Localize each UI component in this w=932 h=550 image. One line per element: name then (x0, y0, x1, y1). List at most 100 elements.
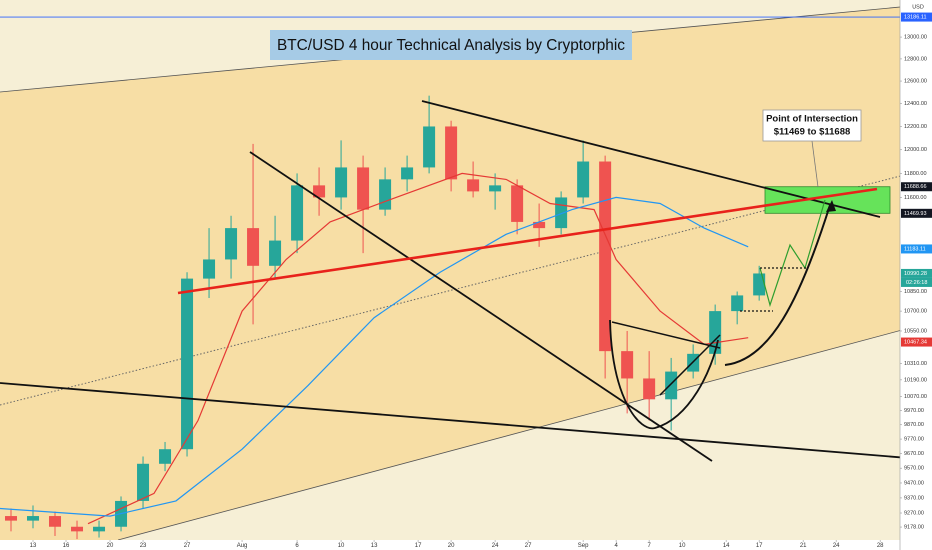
x-tick-label: Aug (237, 543, 248, 549)
channel-fill (0, 4, 932, 540)
candle-body (49, 516, 62, 527)
x-tick-label: 13 (371, 543, 378, 549)
price-label-box (901, 208, 932, 218)
candle-body (357, 167, 370, 210)
x-tick-label: 20 (107, 543, 114, 549)
projection-curve (724, 204, 831, 366)
candle-body (665, 371, 678, 400)
candle-body (401, 167, 414, 180)
annotation-text: Point of Intersection (766, 114, 858, 125)
candle-body (753, 273, 766, 296)
resistance-line (421, 100, 881, 218)
y-tick-label: 12400.00 (904, 101, 927, 107)
x-tick-label: 28 (877, 543, 884, 549)
x-tick-label: 10 (338, 543, 345, 549)
candle-body (423, 126, 436, 168)
price-label-box (901, 182, 932, 192)
y-tick-label: 12600.00 (904, 79, 927, 85)
y-tick-label: 9570.00 (904, 466, 924, 472)
x-tick-label: 27 (525, 543, 532, 549)
projection-path (759, 199, 826, 308)
x-tick-label: 27 (184, 543, 191, 549)
y-tick-label: 12200.00 (904, 124, 927, 130)
x-tick-label: 23 (140, 543, 147, 549)
x-tick-label: 20 (448, 543, 455, 549)
price-label-box (901, 12, 932, 22)
y-tick-label: 9470.00 (904, 480, 924, 486)
y-tick-label: 9670.00 (904, 451, 924, 457)
candle-body (27, 516, 40, 521)
price-label: 11469.93 (904, 211, 927, 217)
candle-body (71, 526, 84, 532)
candle-body (511, 185, 524, 222)
candle-body (247, 228, 260, 266)
candle-body (159, 449, 172, 464)
y-tick-label: 10850.00 (904, 289, 927, 295)
wedge-lower (659, 334, 721, 396)
candle-body (313, 185, 326, 198)
price-label: 10467.34 (904, 340, 927, 346)
candle-body (181, 278, 194, 450)
candle-body (269, 240, 282, 266)
x-tick-label: 16 (63, 543, 70, 549)
candle-body (489, 185, 502, 192)
y-tick-label: 9870.00 (904, 422, 924, 428)
x-tick-label: Sep (578, 543, 589, 549)
annotation-pointer (811, 140, 819, 188)
price-label-box (901, 244, 932, 254)
candle-body (335, 167, 348, 198)
candle-body (137, 463, 150, 501)
candle-body (291, 185, 304, 241)
countdown-box (901, 277, 932, 287)
x-tick-label: 7 (647, 543, 651, 549)
red-trendline (177, 187, 878, 295)
y-tick-label: 11800.00 (904, 171, 927, 177)
candle-body (577, 161, 590, 198)
y-tick-label: 9970.00 (904, 408, 924, 414)
price-label-box (901, 268, 932, 278)
candle-body (621, 351, 634, 379)
candle-body (379, 179, 392, 210)
y-tick-label: 10700.00 (904, 309, 927, 315)
y-tick-label: 10550.00 (904, 328, 927, 334)
x-tick-label: 24 (833, 543, 840, 549)
x-tick-label: 17 (756, 543, 763, 549)
candle-body (467, 179, 480, 192)
x-tick-label: 4 (614, 543, 618, 549)
price-label: 10990.28 (904, 271, 927, 277)
y-tick-label: 9370.00 (904, 495, 924, 501)
drawings (0, 100, 932, 462)
candle-body (643, 378, 656, 400)
annotation-text: $11469 to $11688 (774, 127, 851, 138)
arrow-head (826, 200, 836, 212)
candle-body (731, 295, 744, 312)
price-label: 11183.11 (904, 246, 926, 252)
x-tick-label: 13 (30, 543, 37, 549)
x-tick-label: 17 (415, 543, 422, 549)
candle-body (203, 259, 216, 279)
y-tick-label: 10070.00 (904, 394, 927, 400)
y-tick-label: 12000.00 (904, 147, 927, 153)
x-tick-label: 10 (679, 543, 686, 549)
support-line (0, 382, 932, 461)
x-tick-label: 24 (492, 543, 499, 549)
x-tick-label: 14 (723, 543, 730, 549)
y-tick-label: 9770.00 (904, 437, 924, 443)
candle-body (599, 161, 612, 352)
dotted-trendline (0, 167, 932, 406)
candle-body (93, 526, 106, 532)
candle-body (445, 126, 458, 180)
candle-body (533, 221, 546, 229)
price-label: 11688.66 (904, 184, 927, 190)
candle-body (555, 197, 568, 229)
wedge-upper (611, 321, 721, 349)
price-label-box (901, 337, 932, 347)
marks (0, 16, 900, 540)
time-axis (0, 540, 900, 550)
x-tick-label: 21 (800, 543, 807, 549)
cup-curve (609, 319, 719, 430)
downtrend-line (249, 151, 713, 462)
y-tick-label: 9178.00 (904, 525, 924, 531)
x-tick-label: 6 (295, 543, 299, 549)
